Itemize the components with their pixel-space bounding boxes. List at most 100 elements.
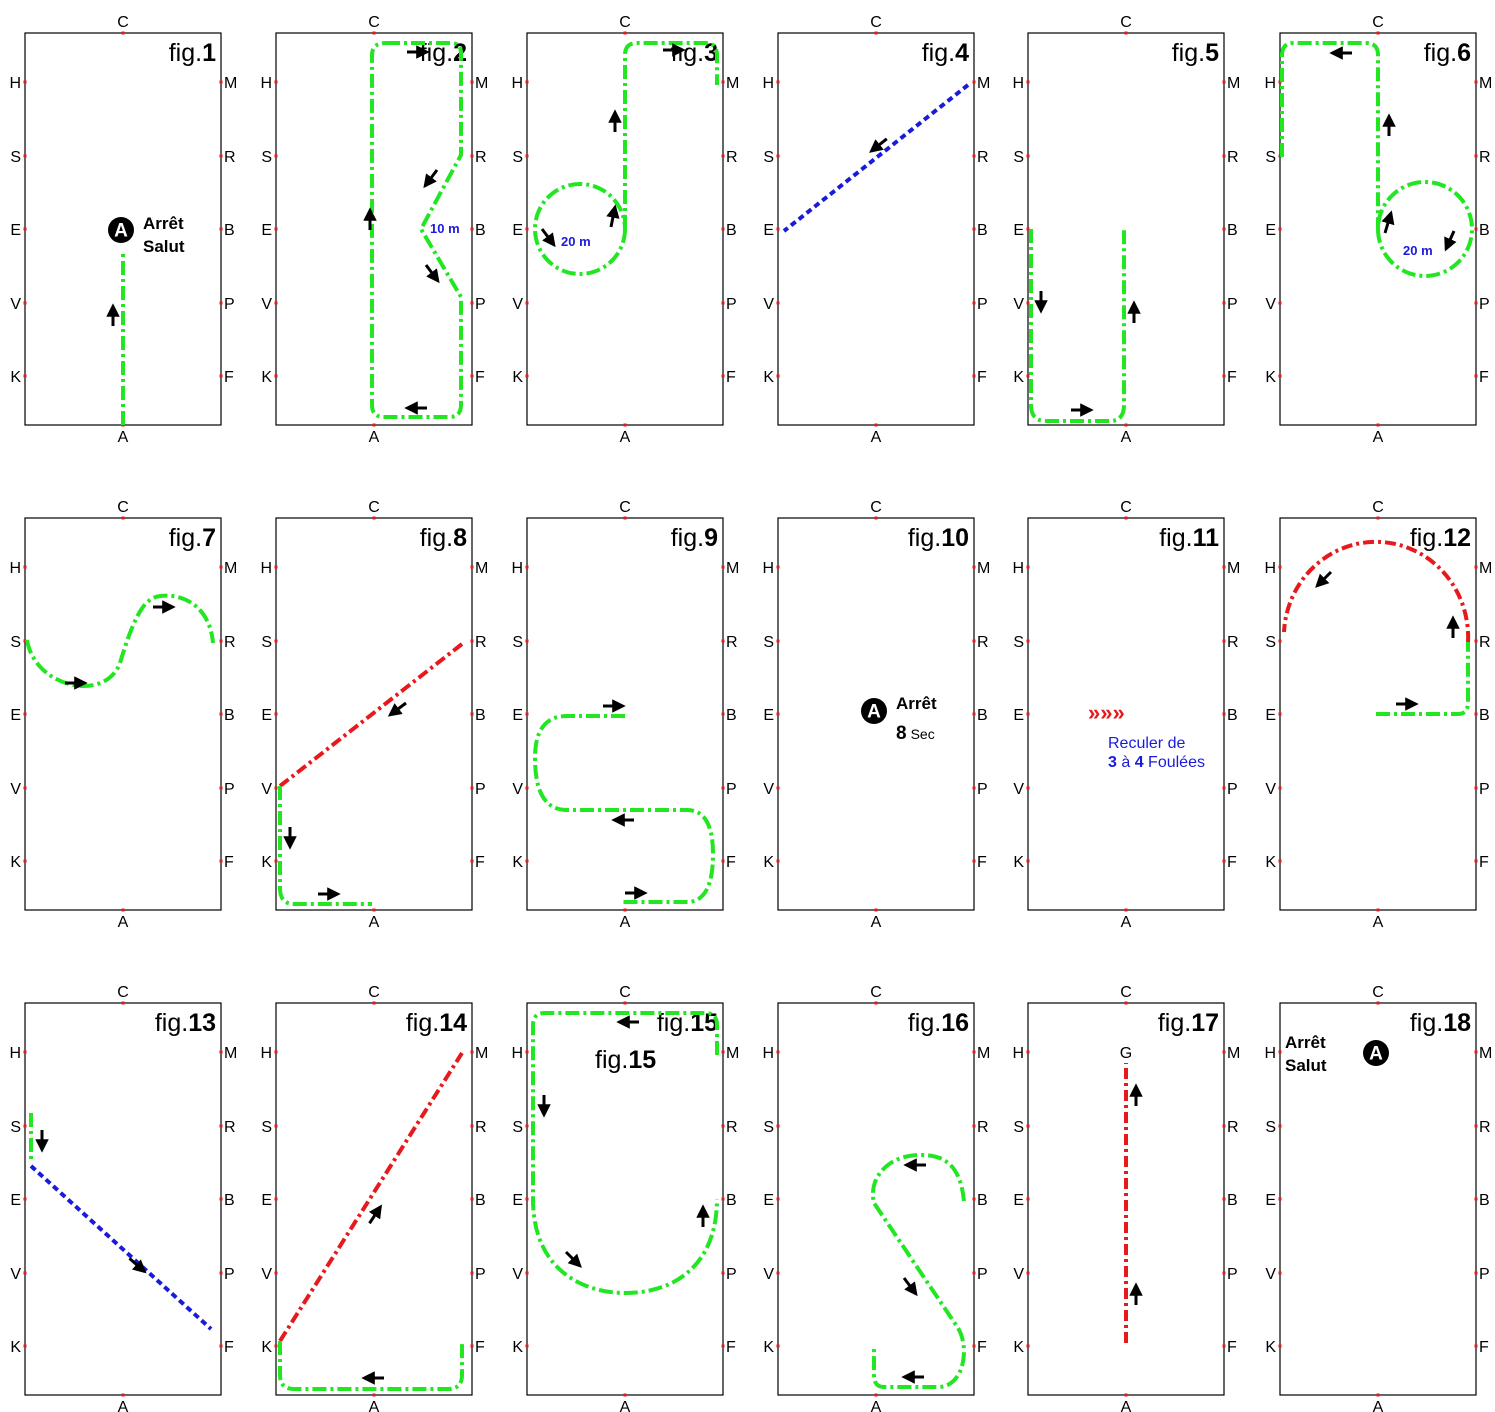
letter-right: M bbox=[1227, 1045, 1240, 1062]
letter-left: V bbox=[261, 1266, 272, 1283]
letter-left: V bbox=[763, 1266, 774, 1283]
letter-right: B bbox=[726, 222, 737, 239]
marker-dot bbox=[972, 227, 976, 231]
letter-right: B bbox=[1479, 1192, 1490, 1209]
marker-dot bbox=[1376, 1001, 1380, 1005]
marker-dot bbox=[23, 712, 27, 716]
letter-left: E bbox=[261, 707, 272, 724]
letter-right: R bbox=[1227, 634, 1239, 651]
letter-right: B bbox=[726, 1192, 737, 1209]
marker-dot bbox=[1474, 374, 1478, 378]
figure-title: fig.14 bbox=[406, 1009, 467, 1037]
letter-left: V bbox=[1013, 1266, 1024, 1283]
letter-right: B bbox=[977, 1192, 988, 1209]
letter-left: S bbox=[763, 149, 774, 166]
marker-dot bbox=[1278, 859, 1282, 863]
figure-number: 16 bbox=[941, 1009, 969, 1037]
letter-bottom: A bbox=[1373, 914, 1384, 931]
letter-left: V bbox=[512, 296, 523, 313]
letter-right: F bbox=[224, 1339, 234, 1356]
letter-right: M bbox=[726, 560, 739, 577]
figure-prefix: fig. bbox=[169, 39, 202, 67]
marker-dot bbox=[525, 712, 529, 716]
letter-right: M bbox=[726, 75, 739, 92]
marker-dot bbox=[623, 516, 627, 520]
letter-bottom: A bbox=[871, 429, 882, 446]
marker-dot bbox=[219, 1124, 223, 1128]
letter-right: F bbox=[1227, 854, 1237, 871]
marker-dot bbox=[1376, 423, 1380, 427]
letter-top: C bbox=[1372, 499, 1384, 516]
letter-right: P bbox=[977, 296, 988, 313]
figure-title: fig.15 bbox=[657, 1009, 718, 1037]
letter-left: V bbox=[1265, 781, 1276, 798]
marker-dot bbox=[372, 908, 376, 912]
letter-left: E bbox=[10, 707, 21, 724]
marker-dot bbox=[274, 712, 278, 716]
marker-dot bbox=[1222, 80, 1226, 84]
letter-left: K bbox=[10, 854, 21, 871]
figure-prefix: fig. bbox=[922, 39, 955, 67]
marker-dot bbox=[470, 301, 474, 305]
figure-number: 9 bbox=[704, 524, 718, 552]
track-line bbox=[25, 593, 215, 688]
letter-top: C bbox=[368, 14, 380, 31]
letter-left: V bbox=[10, 1266, 21, 1283]
letter-left: V bbox=[763, 296, 774, 313]
letter-right: B bbox=[224, 222, 235, 239]
letter-right: M bbox=[475, 1045, 488, 1062]
letter-left: S bbox=[512, 1119, 523, 1136]
letter-left: H bbox=[762, 560, 774, 577]
marker-dot bbox=[219, 712, 223, 716]
marker-dot bbox=[1124, 908, 1128, 912]
figure-title: fig.1 bbox=[169, 39, 216, 67]
note-line1: Arrêt bbox=[896, 694, 937, 713]
marker-dot bbox=[470, 1271, 474, 1275]
figure-number: 4 bbox=[955, 39, 969, 67]
letter-top: C bbox=[1372, 14, 1384, 31]
track-line bbox=[278, 642, 464, 788]
letter-left: K bbox=[1013, 1339, 1024, 1356]
marker-dot bbox=[721, 565, 725, 569]
letter-left: S bbox=[763, 1119, 774, 1136]
marker-dot bbox=[1222, 1197, 1226, 1201]
figure-prefix: fig. bbox=[169, 524, 202, 552]
letter-right: P bbox=[1227, 1266, 1238, 1283]
letter-left: E bbox=[512, 1192, 523, 1209]
steps-unit: Foulées bbox=[1144, 754, 1205, 771]
letter-left: S bbox=[1013, 634, 1024, 651]
letter-right: F bbox=[475, 1339, 485, 1356]
letter-left: S bbox=[10, 1119, 21, 1136]
marker-dot bbox=[1026, 227, 1030, 231]
marker-dot bbox=[721, 859, 725, 863]
marker-dot bbox=[1474, 859, 1478, 863]
marker-dot bbox=[1222, 859, 1226, 863]
letter-right: R bbox=[475, 634, 487, 651]
marker-dot bbox=[23, 859, 27, 863]
figure-number: 1 bbox=[202, 39, 216, 67]
marker-dot bbox=[470, 154, 474, 158]
steps-sep: à bbox=[1117, 754, 1135, 771]
direction-arrow-icon bbox=[128, 1257, 147, 1274]
track-line bbox=[623, 41, 719, 229]
letter-right: B bbox=[977, 222, 988, 239]
marker-dot bbox=[23, 374, 27, 378]
marker-dot bbox=[219, 227, 223, 231]
letter-top: C bbox=[870, 984, 882, 1001]
track-line bbox=[782, 83, 970, 233]
inner-figure-prefix: fig. bbox=[595, 1046, 628, 1074]
letter-bottom: A bbox=[620, 429, 631, 446]
letter-right: F bbox=[475, 369, 485, 386]
marker-dot bbox=[1474, 1197, 1478, 1201]
track-line bbox=[1282, 539, 1471, 643]
figure-prefix: fig. bbox=[1158, 1009, 1191, 1037]
letter-bottom: A bbox=[1121, 914, 1132, 931]
marker-dot bbox=[219, 1344, 223, 1348]
marker-dot bbox=[721, 227, 725, 231]
letter-bottom: A bbox=[118, 1399, 129, 1412]
marker-dot bbox=[1222, 1344, 1226, 1348]
